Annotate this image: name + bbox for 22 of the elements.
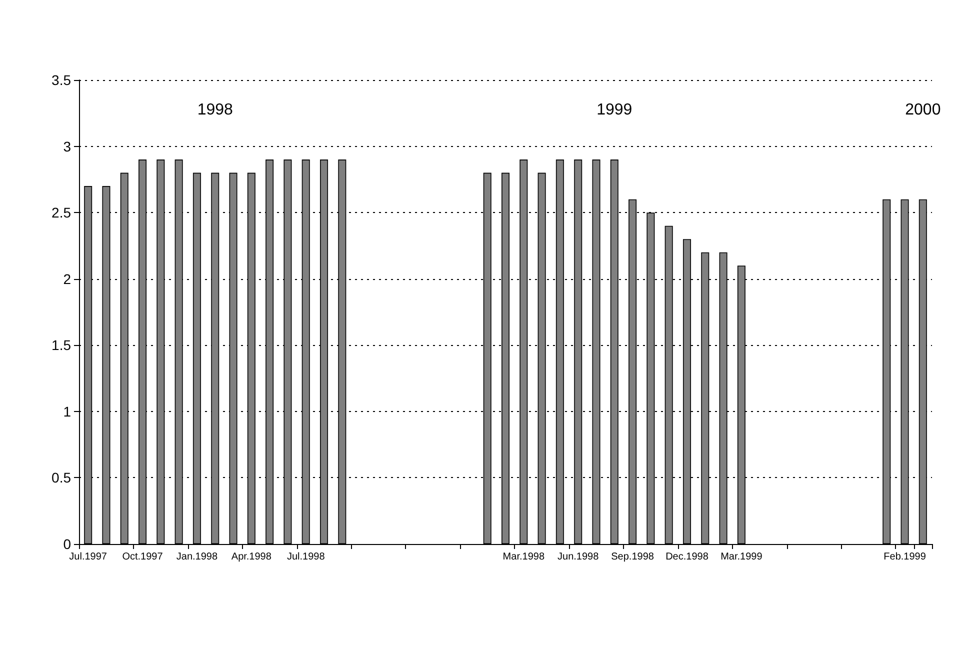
y-tick-label: 2 bbox=[63, 270, 72, 287]
x-tick-label: Sep.1998 bbox=[611, 552, 654, 562]
annotation: 1998 bbox=[197, 102, 234, 118]
x-tick-label: Jul.1998 bbox=[286, 552, 326, 562]
x-tick-label: Jul.1997 bbox=[69, 552, 108, 562]
y-tick-label: 3.5 bbox=[52, 72, 72, 88]
x-tick-label: Oct.1997 bbox=[122, 552, 164, 562]
y-tick-label: 0.5 bbox=[52, 470, 72, 486]
x-tick-label: Mar.1998 bbox=[502, 552, 545, 562]
x-tick-label: Dec.1998 bbox=[666, 552, 709, 562]
x-tick-label: Mar.1999 bbox=[720, 552, 763, 562]
y-tick-label: 0 bbox=[63, 536, 72, 552]
annotation: 2000 bbox=[905, 102, 941, 118]
y-tick-label: 1.5 bbox=[52, 337, 72, 354]
y-tick-label: 1 bbox=[63, 403, 72, 420]
x-tick-label: Feb.1999 bbox=[884, 552, 926, 562]
x-tick-label: Jun.1998 bbox=[558, 552, 600, 562]
x-tick-label: Apr.1998 bbox=[231, 552, 272, 562]
x-tick-label: Jan.1998 bbox=[176, 552, 218, 562]
annotation: 1999 bbox=[596, 102, 632, 118]
y-tick-label: 3 bbox=[63, 138, 72, 154]
y-tick-label: 2.5 bbox=[52, 204, 72, 221]
